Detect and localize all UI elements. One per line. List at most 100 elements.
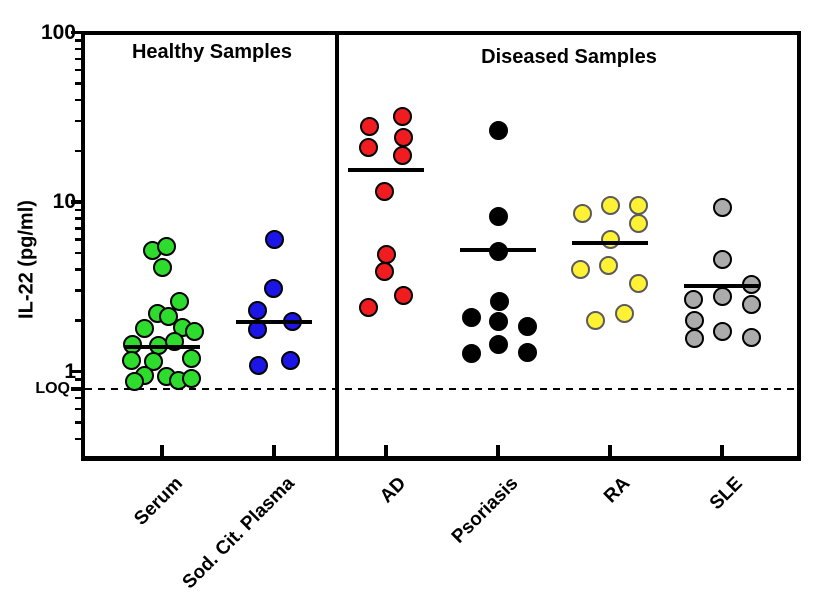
median-line — [571, 241, 648, 246]
y-minor-tick — [75, 437, 81, 441]
loq-label: LOQ — [35, 380, 70, 397]
y-major-tick — [71, 30, 81, 35]
y-minor-tick — [75, 47, 81, 51]
data-point — [359, 298, 379, 318]
data-point — [489, 312, 509, 332]
y-minor-tick — [75, 238, 81, 241]
data-point — [629, 195, 649, 215]
x-tick — [495, 445, 500, 456]
y-minor-tick — [75, 217, 81, 220]
data-point — [124, 372, 144, 392]
x-axis-label: Serum — [130, 473, 187, 530]
data-point — [121, 351, 141, 371]
data-point — [615, 303, 635, 323]
median-line — [347, 167, 424, 172]
data-point — [393, 106, 413, 126]
x-tick — [271, 445, 276, 456]
y-tick-label-1: 1 — [0, 361, 76, 382]
x-axis-label: SLE — [705, 473, 747, 514]
y-tick-label-100: 100 — [40, 21, 76, 44]
x-axis-label: AD — [376, 473, 411, 508]
y-minor-tick — [75, 396, 81, 399]
plot-frame — [81, 31, 801, 461]
data-point — [360, 116, 380, 136]
data-point — [571, 259, 591, 279]
data-point — [169, 291, 189, 311]
y-minor-tick — [75, 98, 81, 102]
data-point — [601, 196, 621, 216]
y-minor-tick — [75, 119, 81, 123]
y-tick-label-10: 10 — [52, 190, 76, 213]
y-minor-tick — [75, 57, 81, 60]
data-point — [629, 213, 649, 233]
data-point — [573, 204, 593, 224]
data-point — [181, 349, 201, 369]
data-point — [156, 236, 176, 256]
data-point — [489, 120, 509, 140]
loq-dashed-line — [85, 388, 797, 390]
y-minor-tick — [75, 149, 81, 153]
data-point — [393, 146, 413, 166]
data-point — [264, 278, 284, 298]
y-minor-tick — [75, 227, 81, 230]
data-point — [629, 274, 649, 294]
data-point — [359, 137, 379, 157]
data-point — [152, 258, 172, 278]
x-axis-label: Sod. Cit. Plasma — [178, 473, 299, 594]
y-minor-tick — [75, 319, 81, 322]
data-point — [394, 286, 414, 306]
data-point — [599, 256, 619, 276]
data-point — [586, 310, 606, 330]
median-line — [683, 283, 760, 288]
data-point — [462, 308, 482, 328]
data-point — [742, 328, 761, 348]
y-minor-tick — [75, 407, 81, 411]
y-minor-tick — [75, 82, 81, 85]
y-minor-tick — [75, 251, 81, 255]
y-minor-tick — [75, 68, 81, 72]
y-minor-tick — [75, 378, 81, 381]
panel-title-diseased: Diseased Samples — [481, 46, 657, 68]
data-point — [375, 261, 395, 281]
data-point — [248, 300, 268, 320]
data-point — [281, 351, 301, 371]
x-tick — [719, 445, 724, 456]
y-major-tick — [71, 387, 81, 391]
data-point — [518, 342, 538, 362]
data-point — [489, 334, 509, 354]
data-point — [184, 322, 204, 342]
data-point — [518, 317, 538, 337]
y-minor-tick — [75, 421, 81, 424]
data-point — [685, 328, 704, 348]
y-minor-tick — [75, 268, 81, 271]
data-point — [713, 322, 732, 342]
data-point — [265, 230, 285, 250]
data-point — [462, 343, 482, 363]
y-major-tick — [71, 369, 81, 374]
data-point — [134, 318, 154, 338]
x-tick — [160, 445, 164, 456]
data-point — [742, 294, 761, 314]
panel-title-healthy: Healthy Samples — [131, 41, 293, 63]
y-minor-tick — [75, 289, 81, 292]
data-point — [158, 307, 178, 327]
y-minor-tick — [75, 208, 81, 211]
x-tick — [383, 445, 388, 456]
data-point — [181, 368, 201, 388]
x-tick — [607, 445, 612, 456]
y-major-tick — [71, 200, 81, 204]
panel-divider-line — [335, 31, 339, 461]
data-point — [713, 197, 732, 217]
median-line — [459, 248, 536, 253]
y-minor-tick — [75, 39, 81, 42]
data-point — [713, 250, 732, 270]
x-axis-label: RA — [600, 473, 635, 508]
data-point — [490, 291, 510, 311]
data-point — [684, 290, 703, 310]
data-point — [489, 207, 509, 227]
median-line — [235, 320, 312, 325]
x-axis-label: Psoriasis — [447, 473, 523, 548]
data-point — [713, 287, 732, 307]
data-point — [249, 355, 269, 375]
